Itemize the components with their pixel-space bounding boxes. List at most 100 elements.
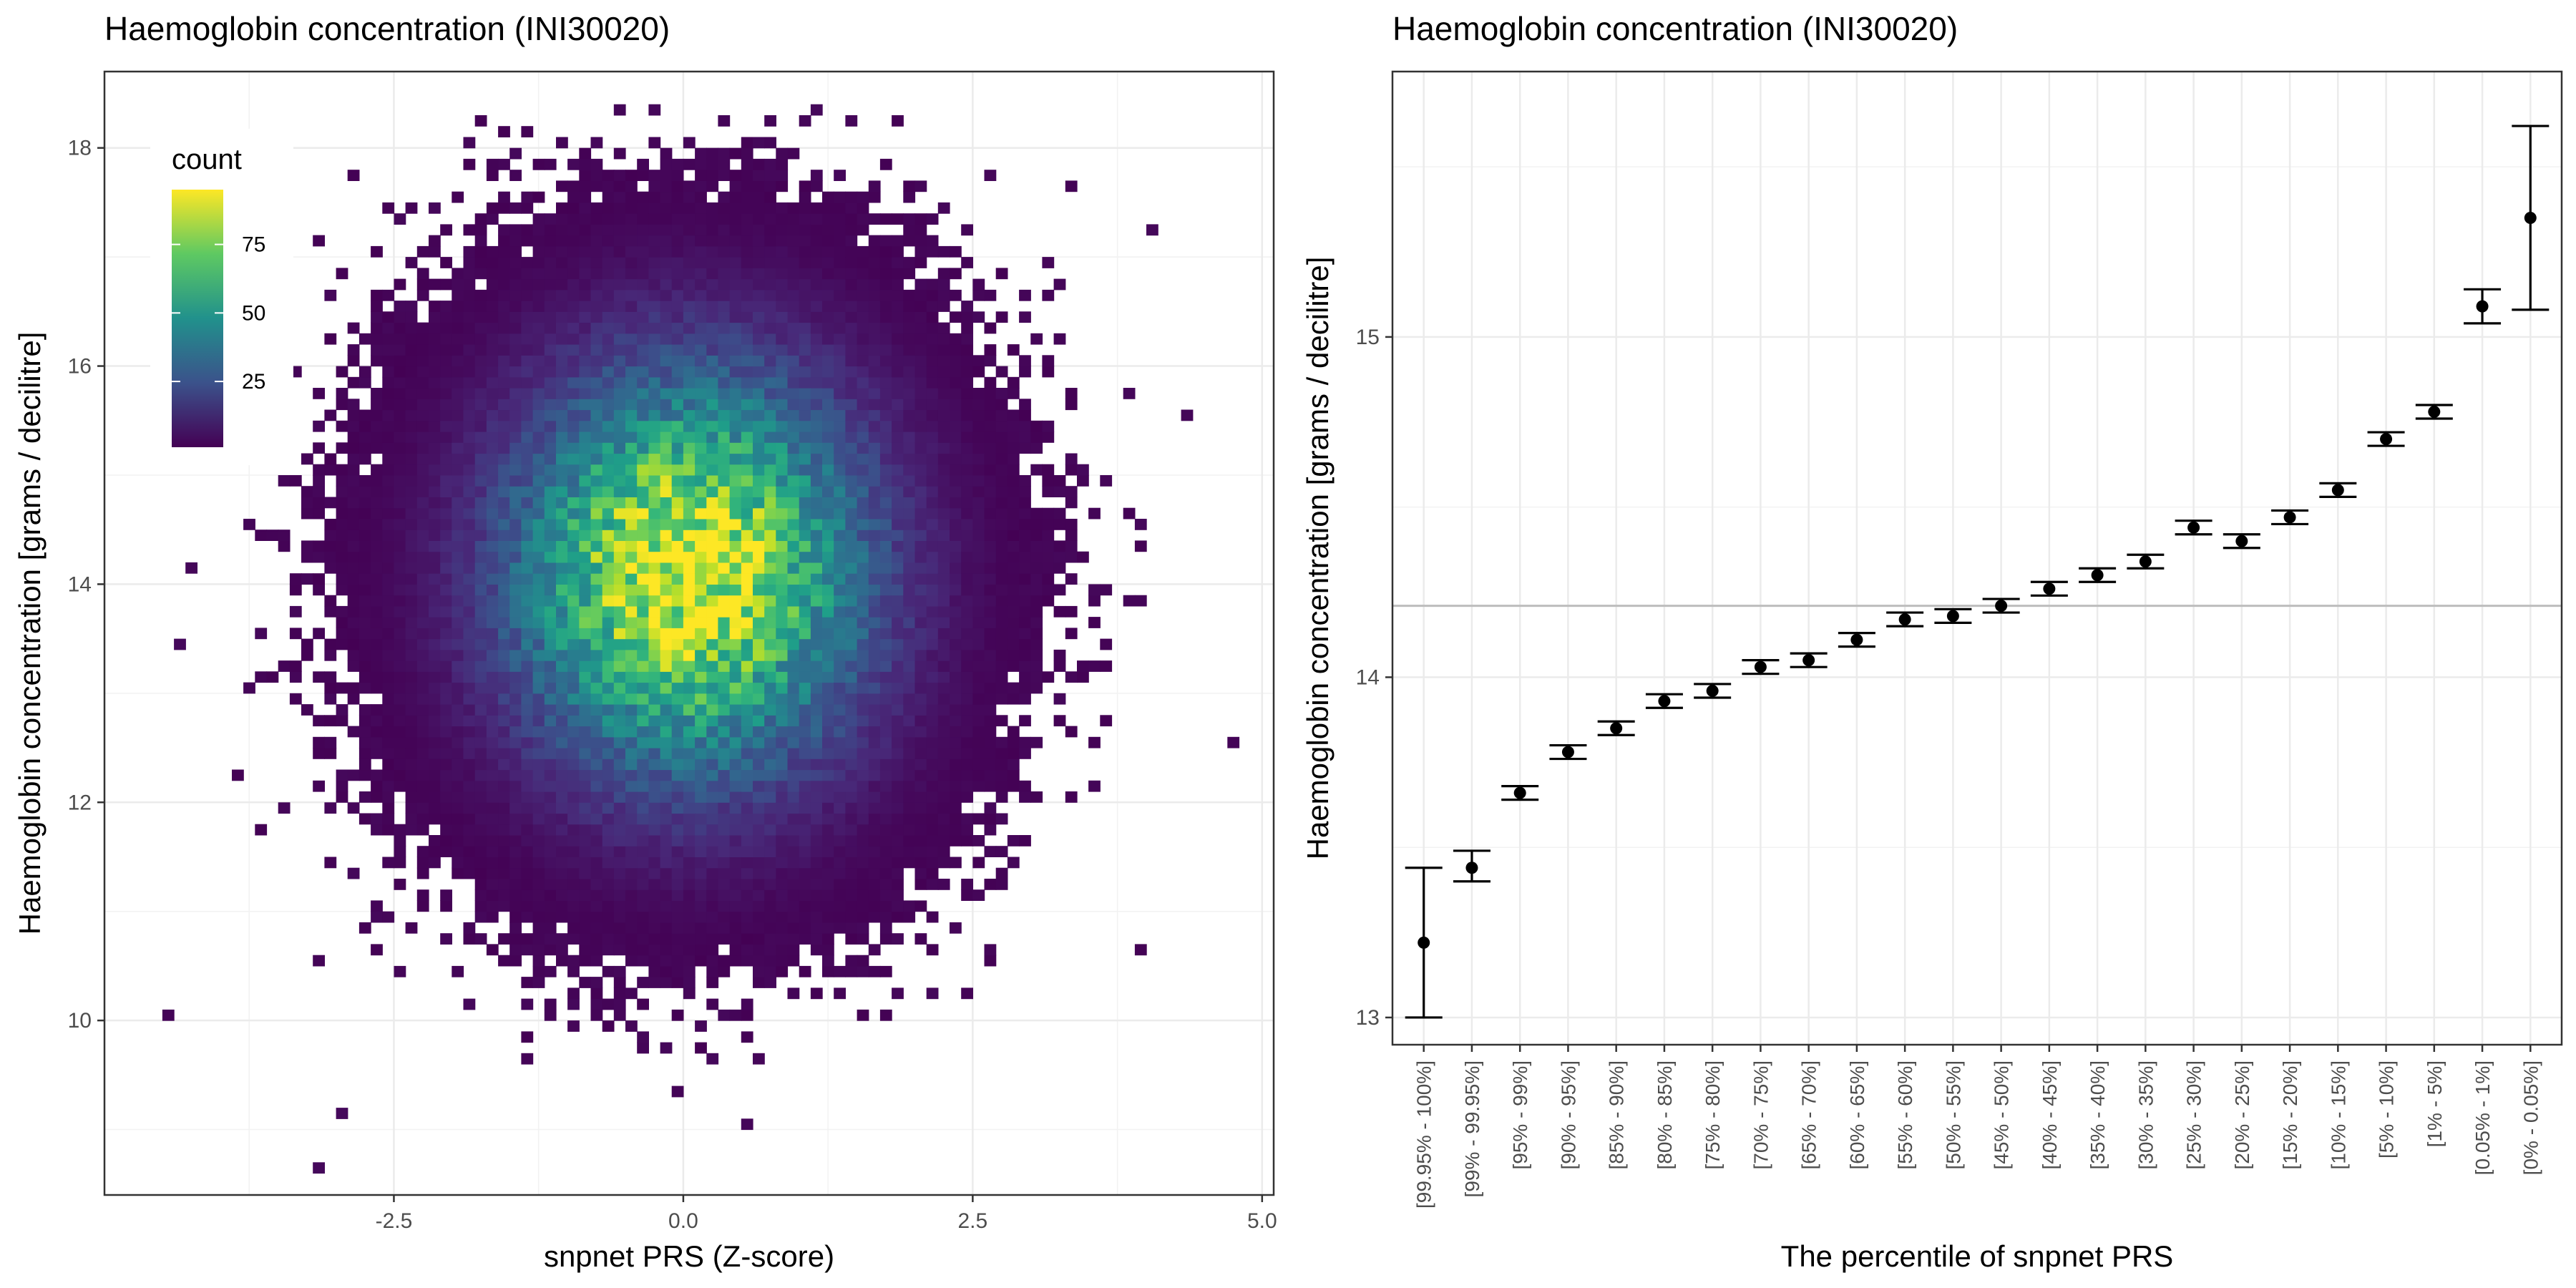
heatmap-bin	[879, 605, 892, 618]
heatmap-bin	[509, 628, 522, 640]
heatmap-bin	[1030, 420, 1043, 432]
heatmap-bin	[984, 344, 997, 356]
heatmap-bin	[416, 431, 429, 443]
heatmap-bin	[914, 453, 927, 465]
heatmap-bin	[498, 388, 510, 399]
heatmap-bin	[358, 497, 371, 509]
heatmap-bin	[741, 791, 753, 803]
heatmap-bin	[602, 180, 615, 192]
heatmap-bin	[416, 889, 429, 901]
x-tick-label: [60% - 65%]	[1846, 1060, 1868, 1170]
heatmap-bin	[972, 835, 985, 847]
heatmap-bin	[486, 889, 499, 901]
heatmap-bin	[394, 638, 406, 650]
heatmap-bin	[532, 769, 545, 781]
heatmap-bin	[429, 638, 441, 650]
heatmap-bin	[544, 475, 557, 487]
heatmap-bin	[452, 726, 464, 738]
heatmap-bin	[810, 584, 823, 596]
heatmap-bin	[718, 213, 731, 225]
heatmap-bin	[637, 301, 649, 312]
heatmap-bin	[590, 519, 603, 530]
heatmap-bin	[764, 605, 776, 618]
heatmap-bin	[741, 137, 753, 149]
heatmap-bin	[822, 726, 834, 738]
heatmap-bin	[382, 595, 395, 607]
heatmap-bin	[336, 682, 348, 694]
heatmap-bin	[879, 802, 892, 814]
heatmap-bin	[429, 530, 441, 541]
heatmap-bin	[532, 605, 545, 618]
heatmap-bin	[625, 507, 638, 519]
heatmap-bin	[440, 835, 452, 847]
heatmap-bin	[371, 399, 383, 411]
heatmap-bin	[787, 464, 800, 476]
x-tick-label: 5.0	[1247, 1209, 1277, 1233]
heatmap-bin	[937, 301, 950, 312]
heatmap-bin	[671, 638, 684, 650]
heatmap-bin	[683, 431, 696, 443]
heatmap-bin	[741, 235, 753, 247]
heatmap-bin	[613, 889, 626, 901]
heatmap-bin	[1077, 660, 1089, 672]
heatmap-bin	[903, 322, 916, 334]
heatmap-bin	[498, 726, 510, 738]
heatmap-bin	[394, 453, 406, 465]
heatmap-bin	[648, 573, 661, 585]
heatmap-bin	[834, 736, 846, 748]
heatmap-bin	[845, 802, 858, 814]
heatmap-bin	[625, 791, 638, 803]
heatmap-bin	[625, 573, 638, 585]
heatmap-bin	[474, 115, 487, 127]
heatmap-bin	[834, 475, 846, 487]
heatmap-bin	[868, 257, 881, 268]
heatmap-bin	[474, 333, 487, 345]
heatmap-bin	[868, 322, 881, 334]
heatmap-bin	[868, 879, 881, 890]
heatmap-bin	[892, 497, 904, 509]
x-tick-label: [85% - 90%]	[1606, 1060, 1628, 1170]
heatmap-bin	[613, 562, 626, 574]
heatmap-bin	[590, 933, 603, 945]
heatmap-bin	[602, 551, 615, 563]
heatmap-bin	[903, 758, 916, 771]
heatmap-bin	[405, 671, 418, 683]
heatmap-bin	[590, 987, 603, 1000]
heatmap-bin	[394, 562, 406, 574]
heatmap-bin	[810, 987, 823, 1000]
heatmap-bin	[579, 399, 592, 411]
errorbar-point	[2283, 511, 2296, 524]
heatmap-bin	[358, 813, 371, 825]
heatmap-bin	[706, 573, 719, 585]
heatmap-bin	[764, 769, 776, 781]
heatmap-bin	[509, 442, 522, 454]
heatmap-bin	[347, 420, 360, 432]
heatmap-bin	[995, 388, 1008, 399]
heatmap-bin	[347, 464, 360, 476]
heatmap-bin	[729, 366, 742, 378]
heatmap-bin	[776, 268, 789, 280]
heatmap-bin	[961, 693, 973, 705]
heatmap-bin	[301, 540, 313, 552]
heatmap-bin	[394, 736, 406, 748]
heatmap-bin	[509, 824, 522, 836]
heatmap-bin	[879, 704, 892, 716]
heatmap-bin	[671, 802, 684, 814]
heatmap-bin	[416, 857, 429, 869]
heatmap-bin	[903, 682, 916, 694]
heatmap-bin	[382, 453, 395, 465]
heatmap-bin	[822, 551, 834, 563]
heatmap-bin	[868, 551, 881, 563]
heatmap-bin	[834, 671, 846, 683]
heatmap-bin	[394, 693, 406, 705]
heatmap-bin	[810, 671, 823, 683]
heatmap-bin	[556, 420, 568, 432]
heatmap-bin	[984, 704, 997, 716]
heatmap-bin	[799, 388, 811, 399]
heatmap-bin	[810, 268, 823, 280]
heatmap-bin	[660, 322, 673, 334]
heatmap-bin	[371, 530, 383, 541]
heatmap-bin	[787, 758, 800, 771]
heatmap-bin	[834, 355, 846, 367]
heatmap-bin	[706, 497, 719, 509]
